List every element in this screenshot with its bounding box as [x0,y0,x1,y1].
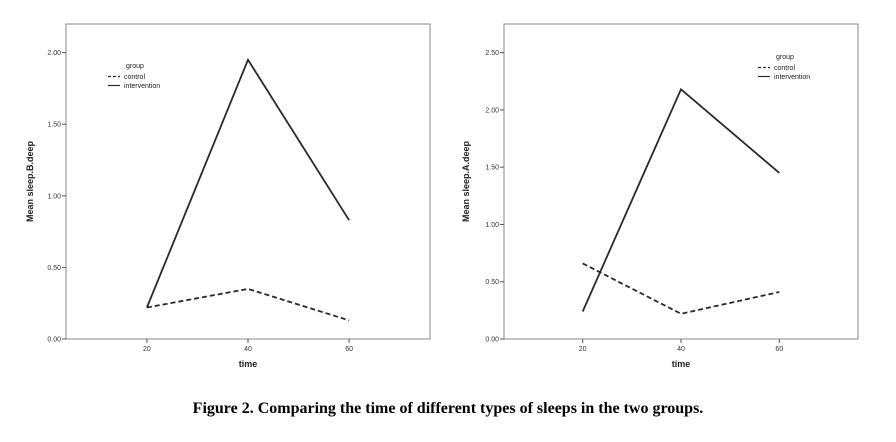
chart-1: 0.00 0.50 1.00 1.50 2.00 20 40 60 time Mean sleep… [25,23,431,369]
legend-entry-control: control [124,74,145,81]
legend-title: group [126,63,144,70]
series-line-intervention [146,57,350,308]
y-tick-label: 0.50 [47,265,61,272]
y-tick-label: 1.50 [47,122,61,129]
x-tick-label: 40 [244,346,252,353]
series-line-intervention [581,87,780,312]
y-tick-label: 2.00 [47,50,61,57]
y-tick-label: 0.00 [485,337,499,344]
series-line-control [146,287,350,322]
plot-frame [65,23,431,340]
x-tick-label: 40 [677,346,685,353]
figure-caption: Figure 2. Comparing the time of differen… [192,400,704,417]
x-tick-label: 20 [579,346,587,353]
series-line-control [582,262,780,315]
y-tick-label: 2.00 [485,107,499,114]
charts-canvas: 0.00 0.50 1.00 1.50 2.00 20 40 60 time Mean sleep… [25,23,859,369]
y-tick-label: 2.50 [485,50,499,57]
legend-entry-control: control [774,65,795,72]
x-tick-label: 20 [143,346,151,353]
x-axis-title: time [239,359,258,369]
plot-frame [503,23,859,340]
y-tick-label: 1.00 [485,222,499,229]
y-tick-label: 0.50 [485,279,499,286]
y-tick-label: 1.00 [47,193,61,200]
y-axis-title: Mean sleep.B.deep [25,140,35,222]
legend-title: group [776,54,794,61]
y-axis-title: Mean sleep.A.deep [461,140,471,222]
x-tick-label: 60 [345,346,353,353]
y-tick-label: 1.50 [485,165,499,172]
x-tick-label: 60 [775,346,783,353]
x-axis-title: time [672,359,691,369]
legend-entry-intervention: intervention [774,74,810,81]
chart-2: 0.00 0.50 1.00 1.50 2.00 2.50 20 40 60 time Mean s… [461,23,859,369]
legend-entry-intervention: intervention [124,83,160,90]
y-tick-label: 0.00 [47,337,61,344]
